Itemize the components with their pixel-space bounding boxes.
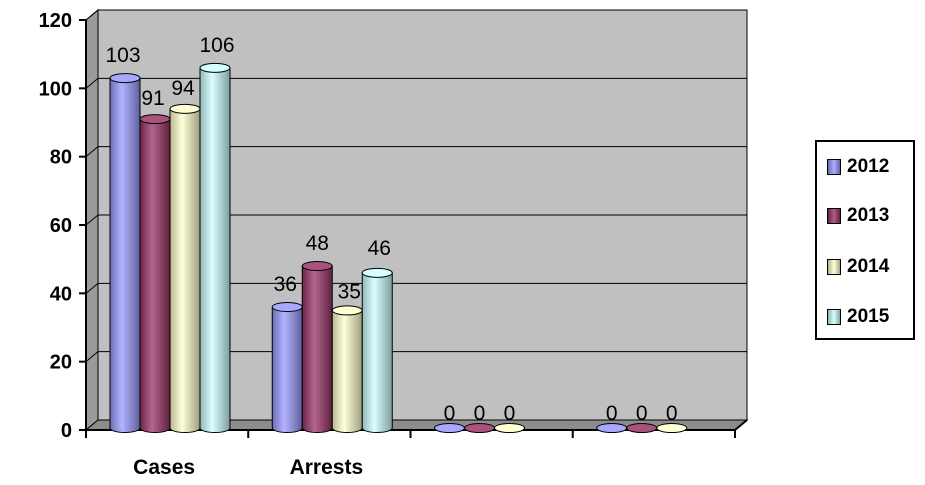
gridline-side: [85, 351, 99, 363]
data-label: 0: [504, 402, 516, 425]
bar-body: [199, 67, 231, 433]
legend-swatch-2012: [827, 159, 841, 175]
bar-top: [139, 114, 171, 125]
y-tick-label: 0: [61, 420, 72, 442]
data-label: 35: [338, 280, 361, 303]
y-tick-label: 120: [39, 10, 72, 32]
legend-item-2012: 2012: [827, 155, 889, 179]
gridline-side: [85, 282, 99, 294]
data-label: 0: [444, 402, 456, 425]
bar-2014-category-3: [493, 423, 526, 433]
bar-body: [361, 272, 393, 433]
bar-body: [271, 306, 303, 433]
gridline-side: [85, 146, 99, 158]
legend-label-2013: 2013: [847, 205, 890, 226]
legend-label-2015: 2015: [847, 306, 890, 327]
bar-2013-Arrests: [301, 261, 333, 433]
bar-2014-category-4: [656, 423, 688, 433]
bar-body: [109, 77, 141, 433]
y-tick-label: 80: [50, 147, 72, 169]
bar-body: [301, 265, 333, 433]
data-label: 36: [274, 273, 297, 296]
bar-top: [656, 423, 688, 433]
bar-body: [139, 118, 171, 433]
bar-body: [169, 108, 201, 433]
legend-label-2012: 2012: [847, 156, 890, 177]
bar-2012-Cases: [109, 73, 141, 433]
bar-2015-Cases: [199, 62, 231, 433]
legend-swatch-2013: [827, 208, 841, 224]
bar-top: [361, 267, 393, 278]
bar-top: [331, 305, 363, 316]
data-label: 0: [606, 402, 618, 425]
bar-top: [169, 103, 201, 114]
gridline-side: [85, 77, 99, 89]
bar-2015-Arrests: [361, 267, 393, 433]
data-label: 0: [636, 402, 648, 425]
bar-2013-Cases: [139, 114, 171, 433]
bar-2014-Arrests: [331, 305, 363, 433]
legend-item-2013: 2013: [827, 204, 889, 228]
data-label: 48: [306, 232, 329, 255]
legend-label-2014: 2014: [847, 256, 890, 277]
gridline-side: [85, 9, 99, 21]
bar-2013-category-3: [463, 423, 496, 433]
legend-swatch-2014: [827, 259, 841, 275]
legend-item-2014: 2014: [827, 255, 889, 279]
x-axis-end: [734, 419, 748, 431]
x-category-label: Arrests: [290, 456, 364, 479]
bar-2012-category-3: [433, 423, 466, 433]
bar-top: [199, 62, 231, 73]
y-tick-label: 60: [50, 215, 72, 237]
bar-body: [331, 309, 363, 433]
bar-2012-category-4: [596, 423, 628, 433]
data-label: 94: [171, 77, 195, 100]
bar-top: [301, 261, 333, 271]
bar-top: [109, 73, 141, 84]
data-label: 106: [199, 34, 234, 57]
legend-item-2015: 2015: [827, 305, 889, 329]
bar-top: [271, 302, 303, 312]
bar-2014-Cases: [169, 103, 201, 433]
y-tick-label: 20: [50, 352, 72, 374]
data-label: 103: [105, 44, 140, 67]
data-label: 0: [474, 402, 486, 425]
y-tick-label: 40: [50, 283, 72, 305]
data-label: 0: [666, 402, 678, 425]
bar-2012-Arrests: [271, 302, 303, 433]
bar-top: [494, 423, 525, 433]
y-tick-label: 100: [39, 78, 72, 100]
gridline-side: [85, 214, 99, 226]
x-category-label: Cases: [133, 456, 195, 479]
data-label: 91: [141, 87, 164, 110]
data-label: 46: [368, 237, 391, 260]
legend-swatch-2015: [827, 309, 841, 325]
bar-2013-category-4: [626, 423, 658, 433]
legend: 2012 2013 2014 2015: [815, 140, 915, 340]
